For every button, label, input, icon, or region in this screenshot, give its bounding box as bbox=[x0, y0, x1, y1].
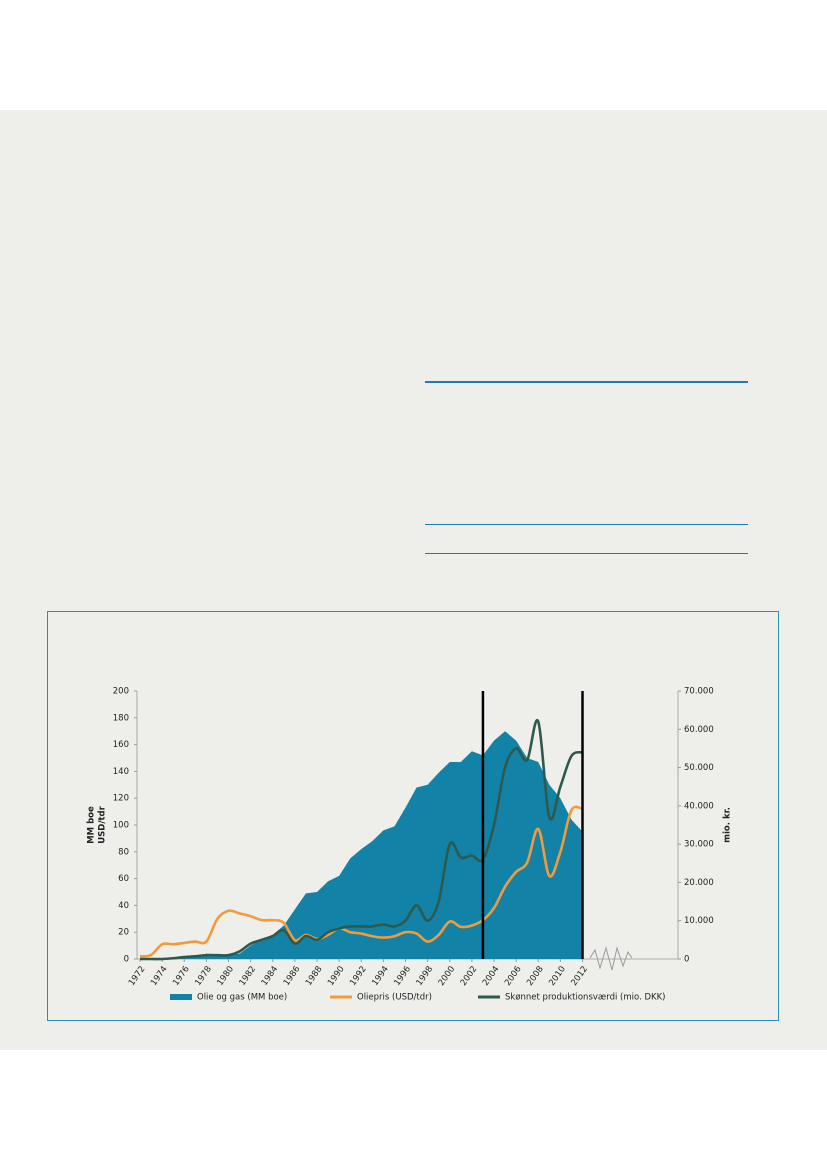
x-tick-label: 1996 bbox=[392, 964, 413, 987]
y2-tick-label: 0 bbox=[684, 955, 689, 965]
y2-tick-label: 70.000 bbox=[684, 687, 714, 697]
y-axis-title: MM boe bbox=[87, 806, 97, 844]
area bbox=[140, 731, 583, 959]
x-tick-label: 2008 bbox=[525, 964, 546, 987]
y2-axis-title: mio. kr. bbox=[723, 807, 733, 843]
x-tick-label: 2000 bbox=[437, 964, 458, 987]
x-tick-label: 1972 bbox=[127, 964, 148, 987]
legend-label: Oliepris (USD/tdr) bbox=[357, 993, 432, 1003]
y-tick-label: 160 bbox=[113, 740, 129, 750]
line bbox=[139, 805, 583, 958]
x-tick-label: 2004 bbox=[481, 964, 502, 987]
y-tick-label: 120 bbox=[113, 794, 129, 804]
y2-tick-label: 50.000 bbox=[684, 763, 714, 773]
x-tick-label: 1984 bbox=[260, 964, 281, 987]
y2-tick-label: 10.000 bbox=[684, 916, 714, 926]
y2-tick-label: 20.000 bbox=[684, 878, 714, 888]
chart-frame bbox=[47, 611, 779, 1021]
x-tick-label: 1986 bbox=[282, 964, 303, 987]
y-tick-label: 40 bbox=[118, 901, 129, 911]
legend-swatch bbox=[170, 994, 192, 1000]
y-tick-label: 100 bbox=[113, 821, 129, 831]
y2-tick-label: 60.000 bbox=[684, 725, 714, 735]
y-tick-label: 80 bbox=[118, 847, 129, 857]
y-tick-label: 180 bbox=[113, 713, 129, 723]
line bbox=[139, 719, 583, 961]
x-tick-label: 1992 bbox=[348, 964, 369, 987]
axis-break bbox=[589, 946, 633, 971]
y-axis-title: USD/tdr bbox=[98, 805, 108, 843]
y-tick-label: 200 bbox=[113, 687, 129, 697]
y2-tick-label: 30.000 bbox=[684, 840, 714, 850]
x-tick-label: 2012 bbox=[569, 964, 590, 987]
x-tick-label: 1990 bbox=[326, 964, 347, 987]
x-tick-label: 1998 bbox=[415, 964, 436, 987]
y-tick-label: 140 bbox=[113, 767, 129, 777]
x-tick-label: 1980 bbox=[215, 964, 236, 987]
y-tick-label: 0 bbox=[124, 955, 129, 965]
x-tick-label: 1994 bbox=[370, 964, 391, 987]
legend-label: Olie og gas (MM boe) bbox=[197, 993, 287, 1003]
x-tick-label: 2010 bbox=[547, 964, 568, 987]
x-tick-label: 1974 bbox=[149, 964, 170, 987]
legend-label: Skønnet produktionsværdi (mio. DKK) bbox=[505, 993, 665, 1003]
y2-tick-label: 40.000 bbox=[684, 801, 714, 811]
rule bbox=[425, 381, 748, 383]
x-tick-label: 1978 bbox=[193, 964, 214, 987]
x-tick-label: 2002 bbox=[459, 964, 480, 987]
rule bbox=[425, 524, 748, 525]
rule bbox=[425, 553, 748, 554]
x-tick-label: 1988 bbox=[304, 964, 325, 987]
x-tick-label: 1982 bbox=[238, 964, 259, 987]
x-tick-label: 1976 bbox=[171, 964, 192, 987]
x-tick-label: 2006 bbox=[503, 964, 524, 987]
y-tick-label: 60 bbox=[118, 874, 129, 884]
y-tick-label: 20 bbox=[118, 928, 129, 938]
